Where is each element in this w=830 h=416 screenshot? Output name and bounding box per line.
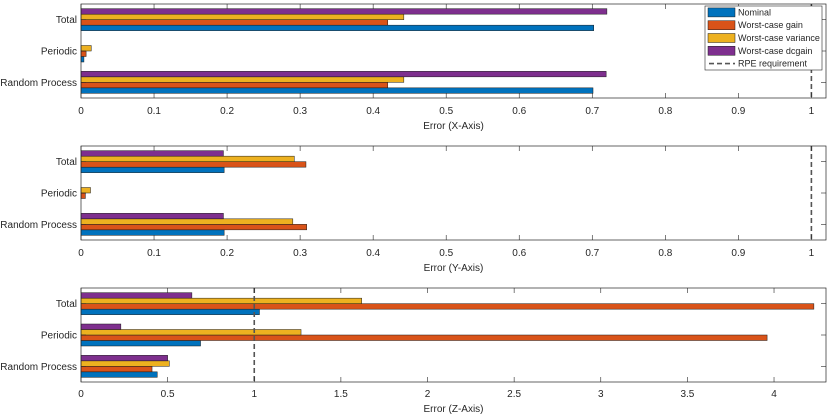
x-tick-label: 2.5 (507, 389, 521, 400)
x-tick-label: 0.5 (439, 106, 453, 117)
x-tick-label: 1 (809, 248, 815, 259)
bar-total-worst-case-dcgain (80, 292, 193, 299)
x-axis-title: Error (Z-Axis) (424, 404, 484, 415)
bar-random-process-worst-case-dcgain (80, 71, 607, 78)
bar-random-process-nominal (80, 229, 225, 236)
legend-swatch-worst-case-variance (707, 33, 736, 43)
x-tick-label: 0.6 (512, 106, 526, 117)
x-tick-label: 3.5 (680, 389, 694, 400)
bar-total-nominal (80, 166, 225, 173)
category-label: Random Process (0, 220, 77, 231)
bar-periodic-worst-case-gain (80, 50, 87, 57)
x-tick-label: 1 (251, 389, 257, 400)
x-tick-label: 4 (771, 389, 777, 400)
x-tick-label: 0.9 (731, 248, 745, 259)
legend-swatch-worst-case-gain (707, 20, 736, 30)
legend-label-worst-case-gain: Worst-case gain (738, 20, 803, 30)
bar-random-process-worst-case-gain (80, 224, 307, 231)
bar-random-process-worst-case-variance (80, 360, 170, 367)
chart-2: Total Periodic Random Process 0 0.1 0.2 0.3 0.4… (0, 145, 827, 274)
bar-total-worst-case-dcgain (80, 150, 224, 157)
legend: Nominal Worst-case gain Worst-case varianc… (704, 5, 823, 71)
bar-total-worst-case-gain (80, 19, 389, 26)
bar-total-worst-case-dcgain (80, 8, 608, 15)
bar-total-nominal (80, 308, 260, 315)
bar-random-process-nominal (80, 87, 594, 94)
legend-label-nominal: Nominal (738, 7, 771, 17)
category-label: Periodic (41, 189, 77, 200)
axes-box (80, 3, 827, 99)
bar-periodic-worst-case-dcgain (80, 323, 122, 330)
bar-total-worst-case-variance (80, 155, 295, 162)
category-label: Total (56, 299, 77, 310)
x-tick-label: 0.4 (366, 106, 380, 117)
bar-total-worst-case-variance (80, 297, 362, 304)
x-axis-title: Error (X-Axis) (423, 121, 484, 132)
bar-random-process-nominal (80, 371, 158, 378)
x-tick-label: 0.1 (147, 106, 161, 117)
bar-random-process-worst-case-gain (80, 366, 153, 373)
x-tick-label: 0.6 (512, 248, 526, 259)
bar-random-process-worst-case-dcgain (80, 355, 168, 362)
axes-box (80, 145, 827, 241)
x-tick-label: 0.2 (220, 106, 234, 117)
legend-swatch-worst-case-dcgain (707, 46, 736, 56)
axes-box (80, 287, 827, 383)
x-tick-label: 0.1 (147, 248, 161, 259)
x-tick-label: 0 (78, 389, 84, 400)
x-tick-label: 0 (78, 106, 84, 117)
bar-total-worst-case-variance (80, 13, 405, 20)
bar-periodic-worst-case-variance (80, 45, 92, 52)
x-tick-label: 0 (78, 248, 84, 259)
legend-label-rpe-requirement: RPE requirement (738, 59, 808, 69)
bar-random-process-worst-case-dcgain (80, 213, 224, 220)
bar-total-worst-case-gain (80, 161, 307, 168)
x-tick-label: 0.3 (293, 106, 307, 117)
category-label: Total (56, 15, 77, 26)
bar-total-nominal (80, 24, 594, 31)
category-label: Total (56, 157, 77, 168)
category-label: Random Process (0, 362, 77, 373)
x-tick-label: 0.2 (220, 248, 234, 259)
x-tick-label: 2 (425, 389, 431, 400)
legend-swatch-nominal (707, 7, 736, 18)
bar-periodic-worst-case-variance (80, 187, 91, 194)
bar-periodic-worst-case-gain (80, 192, 86, 199)
bar-periodic-nominal (80, 340, 201, 347)
category-label: Periodic (41, 331, 77, 342)
legend-label-worst-case-variance: Worst-case variance (738, 33, 820, 43)
bar-periodic-nominal (80, 56, 85, 63)
x-tick-label: 0.3 (293, 248, 307, 259)
x-tick-label: 0.5 (161, 389, 175, 400)
bar-periodic-worst-case-gain (80, 334, 768, 341)
x-axis-title: Error (Y-Axis) (424, 263, 484, 274)
category-label: Random Process (0, 78, 77, 89)
x-tick-label: 0.9 (731, 106, 745, 117)
x-tick-label: 0.7 (585, 248, 599, 259)
category-label: Periodic (41, 47, 77, 58)
legend-label-worst-case-dcgain: Worst-case dcgain (738, 46, 812, 56)
bar-random-process-worst-case-variance (80, 218, 294, 225)
x-tick-label: 0.5 (439, 248, 453, 259)
x-tick-label: 0.4 (366, 248, 380, 259)
x-tick-label: 1 (809, 106, 815, 117)
x-tick-label: 0.8 (658, 106, 672, 117)
bar-random-process-worst-case-variance (80, 76, 405, 83)
bar-random-process-worst-case-gain (80, 82, 389, 89)
bar-total-worst-case-gain (80, 303, 815, 310)
x-tick-label: 0.8 (658, 248, 672, 259)
x-tick-label: 0.7 (585, 106, 599, 117)
bar-periodic-worst-case-variance (80, 329, 302, 336)
chart-3: Total Periodic Random Process 0 0.5 1 1.5 2 2.5 3… (0, 287, 827, 415)
x-tick-label: 3 (598, 389, 604, 400)
chart-1: Total Periodic Random Process 0 0.1 0.2 0.3 0.4… (0, 3, 827, 132)
x-tick-label: 1.5 (334, 389, 348, 400)
